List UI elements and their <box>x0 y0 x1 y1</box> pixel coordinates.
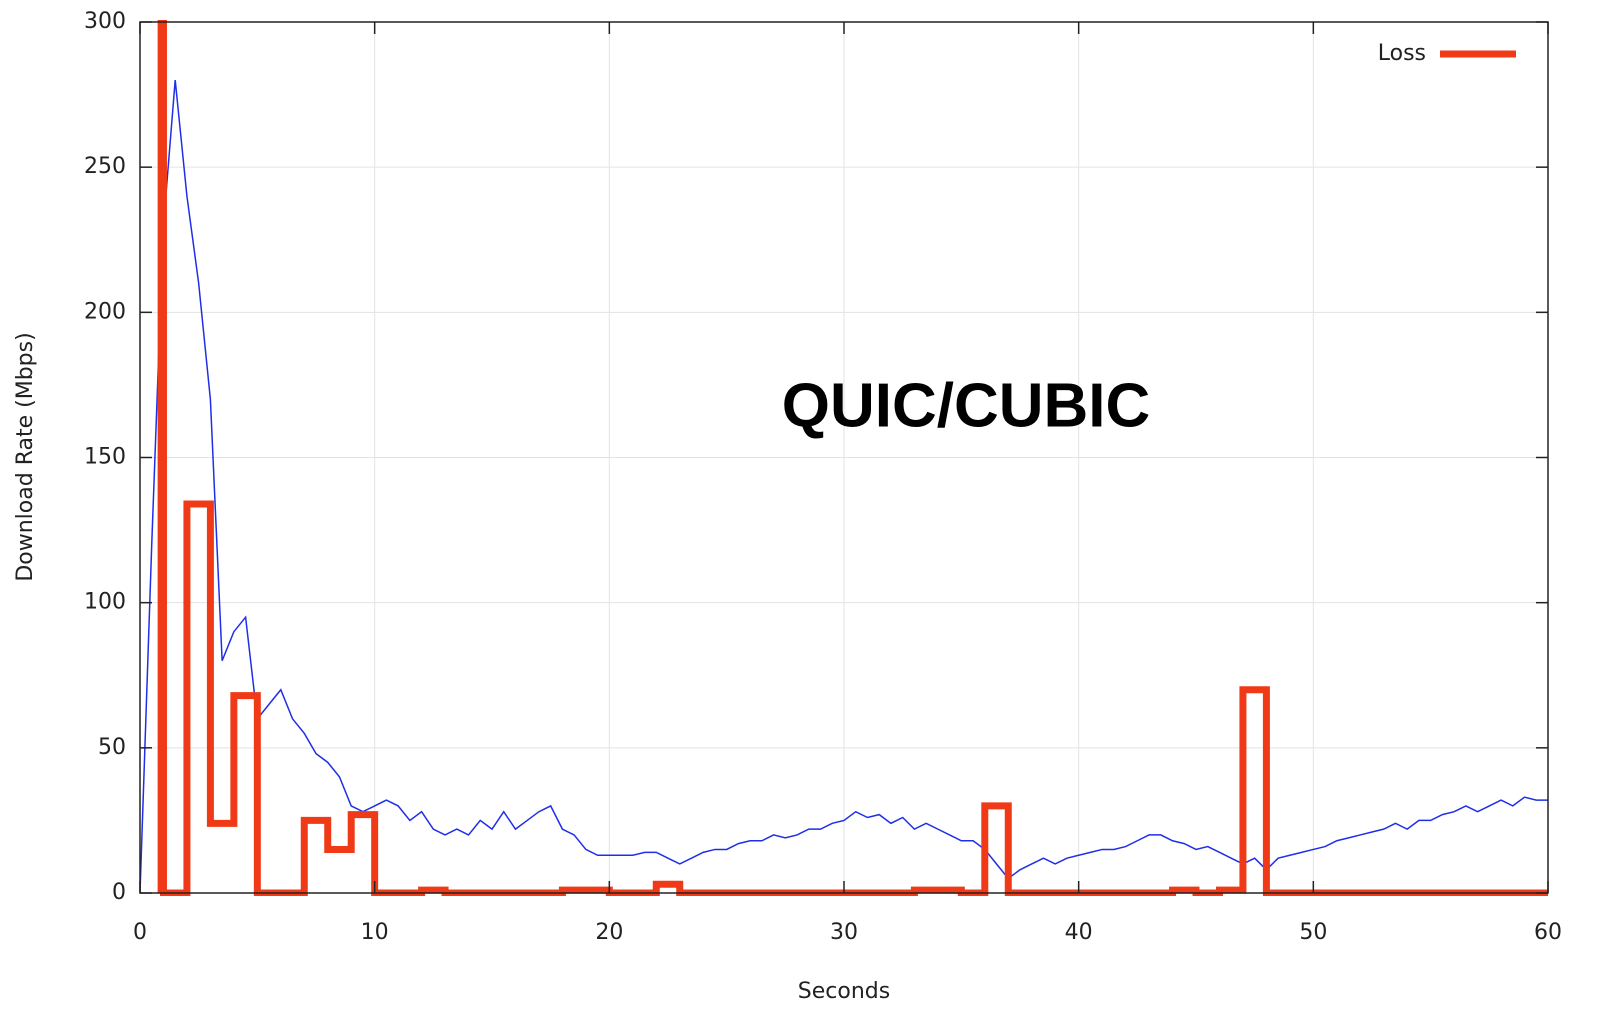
data-line <box>157 20 1548 896</box>
x-tick-label: 10 <box>361 920 389 945</box>
x-tick-label: 40 <box>1065 920 1093 945</box>
x-axis-label: Seconds <box>798 979 890 1004</box>
annotation: QUIC/CUBIC <box>782 371 1151 440</box>
y-tick-label: 200 <box>84 299 126 324</box>
y-tick-label: 100 <box>84 590 126 615</box>
x-tick-label: 60 <box>1534 920 1562 945</box>
x-tick-label: 20 <box>595 920 623 945</box>
y-tick-label: 300 <box>84 9 126 34</box>
y-axis-label: Download Rate (Mbps) <box>13 332 38 581</box>
x-tick-label: 50 <box>1299 920 1327 945</box>
y-tick-label: 0 <box>112 880 126 905</box>
x-tick-label: 30 <box>830 920 858 945</box>
y-tick-label: 150 <box>84 445 126 470</box>
data-line <box>140 79 1548 894</box>
y-tick-label: 50 <box>98 735 126 760</box>
legend-label: Loss <box>1378 41 1426 66</box>
y-tick-label: 250 <box>84 154 126 179</box>
x-tick-label: 0 <box>133 920 147 945</box>
